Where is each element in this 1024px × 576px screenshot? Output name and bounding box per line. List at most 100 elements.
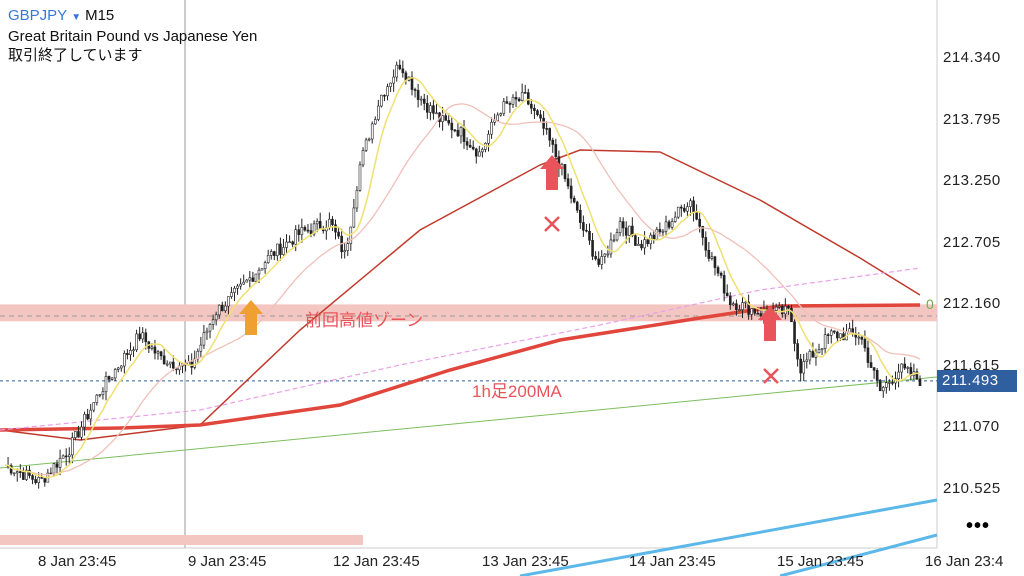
candle [796, 343, 799, 360]
candle [352, 207, 356, 228]
up-arrow-icon [239, 300, 263, 335]
candle [31, 475, 34, 480]
candle [248, 277, 252, 281]
y-tick: 211.615 [943, 357, 1000, 374]
candle [64, 455, 68, 458]
candle [193, 358, 197, 368]
candle [9, 465, 13, 474]
candle [533, 107, 536, 111]
candle [900, 363, 903, 373]
candle [848, 328, 851, 333]
candle [150, 346, 154, 349]
dropdown-triangle-icon[interactable]: ▼ [71, 12, 82, 23]
candle [857, 336, 861, 339]
candle [707, 249, 711, 259]
chart-header: GBPJPY ▼ M15 Great Britain Pound vs Japane… [8, 6, 257, 65]
candle [716, 267, 720, 274]
x-tick: 13 Jan 23:45 [482, 553, 569, 570]
candle [713, 256, 717, 268]
timeframe[interactable]: M15 [85, 7, 115, 24]
candle [667, 221, 671, 228]
candle [686, 206, 689, 212]
dashed-ma-line [0, 267, 921, 431]
x-tick: 15 Jan 23:45 [777, 553, 864, 570]
candle [695, 212, 698, 220]
zone-history-bar [0, 535, 363, 545]
candle [306, 229, 310, 232]
candle [159, 351, 163, 357]
market-status: 取引終了しています [8, 47, 143, 64]
candle [58, 458, 62, 468]
candle [612, 239, 616, 242]
candle [750, 308, 753, 315]
candle [52, 463, 56, 474]
candle [355, 190, 359, 209]
candle [839, 333, 842, 339]
candle [588, 230, 591, 241]
candle [701, 226, 705, 238]
candle [793, 321, 796, 344]
candle [863, 339, 867, 349]
candle [266, 254, 270, 264]
candle [346, 243, 350, 251]
candle [881, 387, 885, 392]
candle [802, 361, 806, 374]
candle [915, 371, 919, 380]
candle [869, 362, 873, 368]
candle [710, 256, 714, 259]
candle [395, 64, 399, 78]
candle [227, 296, 230, 307]
symbol-selector[interactable]: GBPJPY [8, 7, 68, 24]
candle [239, 283, 242, 287]
candle [343, 250, 346, 253]
candle [799, 358, 802, 374]
candle [624, 227, 628, 236]
candle [144, 332, 148, 343]
candle [514, 97, 518, 100]
candle [208, 324, 212, 332]
candle [331, 218, 334, 225]
candle [269, 251, 273, 256]
candle [367, 138, 371, 141]
candle [502, 101, 506, 114]
candle [490, 122, 493, 135]
candle [15, 471, 19, 474]
candle [444, 115, 447, 121]
candle [358, 164, 362, 191]
more-options-button[interactable]: ••• [966, 515, 991, 537]
candle [787, 305, 790, 309]
candle [392, 76, 395, 84]
candle [471, 146, 475, 150]
candle [692, 200, 695, 213]
candle [236, 285, 239, 289]
candle [254, 273, 258, 282]
candle [741, 302, 744, 310]
zero-label: 0 [926, 296, 934, 312]
candle [836, 331, 839, 339]
x-tick: 12 Jan 23:45 [333, 553, 420, 570]
candle [86, 414, 89, 420]
x-tick: 14 Jan 23:45 [629, 553, 716, 570]
y-tick: 212.160 [943, 295, 1001, 312]
y-tick: 211.070 [943, 418, 1000, 435]
candle [429, 105, 432, 113]
candle [664, 221, 668, 232]
candle [211, 319, 215, 325]
candle [300, 227, 304, 235]
candle [168, 361, 172, 365]
candle [459, 126, 463, 137]
candle [242, 281, 245, 285]
candle [251, 277, 255, 282]
candle [872, 367, 876, 371]
candle [129, 350, 132, 356]
x-tick: 8 Jan 23:45 [38, 553, 117, 570]
cross-icon [763, 368, 779, 384]
candle [361, 150, 365, 166]
up-arrow-icon [540, 155, 564, 190]
x-tick: 16 Jan 23:4 [925, 553, 1004, 570]
candle [637, 243, 640, 246]
slow-ma-line [0, 149, 921, 441]
candle [683, 207, 686, 212]
green-trendline [0, 376, 938, 469]
